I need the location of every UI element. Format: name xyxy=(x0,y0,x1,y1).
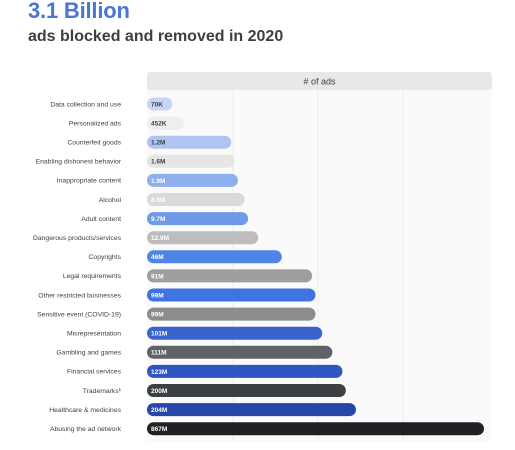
bar xyxy=(147,250,282,264)
category-label: Other restricted businesses xyxy=(38,292,121,299)
bar xyxy=(147,154,235,168)
category-label: Personalized ads xyxy=(69,120,122,127)
category-label: Inappropriate content xyxy=(57,178,121,185)
value-label: 452K xyxy=(151,121,167,128)
category-label: Gambling and games xyxy=(56,350,121,357)
value-label: 91M xyxy=(151,273,164,280)
value-label: 101M xyxy=(151,331,167,338)
value-label: 8.8M xyxy=(151,197,165,204)
category-label: Legal requirements xyxy=(63,273,122,280)
bar xyxy=(147,135,232,149)
category-label: Misrepresentation xyxy=(67,331,121,338)
category-label: Copyrights xyxy=(89,254,122,261)
column-header: # of ads xyxy=(303,77,336,87)
value-label: 99M xyxy=(151,312,164,319)
category-label: Abusing the ad network xyxy=(50,426,122,433)
category-label: Enabling dishonest behavior xyxy=(36,159,122,166)
bar xyxy=(147,364,343,378)
bar xyxy=(147,307,316,321)
bar xyxy=(147,422,484,436)
bar xyxy=(147,173,238,187)
value-label: 46M xyxy=(151,254,164,261)
column-header-band xyxy=(147,72,492,90)
category-label: Healthcare & medicines xyxy=(49,407,121,414)
value-label: 9.7M xyxy=(151,216,165,223)
subheadline: ads blocked and removed in 2020 xyxy=(28,28,284,45)
bar xyxy=(147,212,249,226)
headline: 3.1 Billion xyxy=(28,0,130,23)
value-label: 70K xyxy=(151,101,163,108)
category-label: Sensitive event (COVID-19) xyxy=(37,311,121,318)
value-label: 123M xyxy=(151,369,167,376)
bar xyxy=(147,269,313,283)
bar xyxy=(147,288,316,302)
bar xyxy=(147,231,259,245)
category-label: Dangerous products/services xyxy=(33,235,122,242)
value-label: 867M xyxy=(151,426,167,433)
category-label: Trademarks¹ xyxy=(83,388,122,395)
value-label: 12.9M xyxy=(151,235,169,242)
category-label: Financial services xyxy=(67,369,122,376)
bar xyxy=(147,403,356,417)
value-label: 111M xyxy=(151,350,167,357)
bar xyxy=(147,97,173,111)
category-label: Alcohol xyxy=(99,197,122,204)
bar xyxy=(147,326,323,340)
bar xyxy=(147,193,245,206)
value-label: 200M xyxy=(151,388,167,395)
value-label: 1.9M xyxy=(151,178,165,185)
value-label: 204M xyxy=(151,407,167,414)
value-label: 1.2M xyxy=(151,140,165,147)
bar xyxy=(147,345,333,359)
category-label: Adult content xyxy=(81,216,121,223)
category-label: Counterfeit goods xyxy=(67,140,121,147)
value-label: 99M xyxy=(151,292,164,299)
bar xyxy=(147,384,346,397)
category-label: Data collection and use xyxy=(50,101,121,108)
bar xyxy=(147,116,185,130)
value-label: 1.6M xyxy=(151,159,165,166)
